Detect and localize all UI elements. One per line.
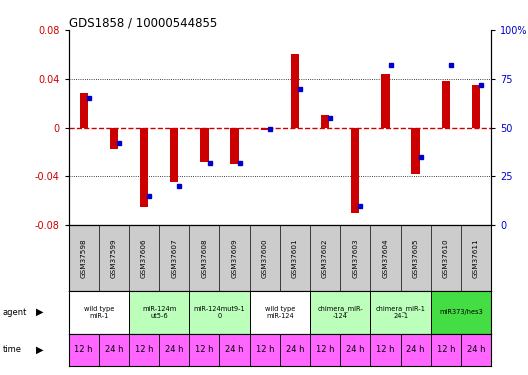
Text: GDS1858 / 10000544855: GDS1858 / 10000544855: [69, 17, 217, 30]
Bar: [411, 128, 420, 174]
Text: 24 h: 24 h: [225, 345, 244, 354]
Text: 12 h: 12 h: [376, 345, 395, 354]
Bar: [69, 291, 129, 334]
Bar: [291, 54, 299, 128]
Bar: [472, 85, 480, 128]
Bar: [190, 291, 250, 334]
Bar: [129, 291, 190, 334]
Bar: [461, 334, 491, 366]
Text: wild type
miR-124: wild type miR-124: [265, 306, 295, 319]
Bar: [129, 334, 159, 366]
Text: chimera_miR-
-124: chimera_miR- -124: [317, 305, 363, 319]
Text: 12 h: 12 h: [74, 345, 93, 354]
Text: miR-124m
ut5-6: miR-124m ut5-6: [142, 306, 176, 319]
Bar: [310, 334, 340, 366]
Bar: [280, 334, 310, 366]
Text: 24 h: 24 h: [165, 345, 184, 354]
Bar: [370, 291, 431, 334]
Bar: [200, 128, 209, 162]
Text: chimera_miR-1
24-1: chimera_miR-1 24-1: [375, 305, 426, 319]
Bar: [159, 334, 190, 366]
Bar: [381, 74, 390, 128]
Bar: [99, 334, 129, 366]
Text: 24 h: 24 h: [286, 345, 304, 354]
Text: GSM37603: GSM37603: [352, 238, 359, 278]
Bar: [250, 291, 310, 334]
Text: ▶: ▶: [36, 345, 43, 355]
Text: GSM37604: GSM37604: [382, 238, 389, 278]
Bar: [250, 334, 280, 366]
Text: 12 h: 12 h: [316, 345, 334, 354]
Text: GSM37601: GSM37601: [292, 238, 298, 278]
Text: GSM37600: GSM37600: [262, 238, 268, 278]
Bar: [140, 128, 148, 207]
Bar: [170, 128, 178, 182]
Bar: [401, 334, 431, 366]
Text: GSM37602: GSM37602: [322, 238, 328, 278]
Bar: [340, 334, 370, 366]
Bar: [431, 334, 461, 366]
Text: 24 h: 24 h: [407, 345, 425, 354]
Text: 24 h: 24 h: [346, 345, 364, 354]
Text: GSM37611: GSM37611: [473, 238, 479, 278]
Text: GSM37598: GSM37598: [81, 238, 87, 278]
Text: time: time: [3, 345, 22, 354]
Bar: [69, 334, 99, 366]
Text: GSM37607: GSM37607: [171, 238, 177, 278]
Text: miR373/hes3: miR373/hes3: [439, 309, 483, 315]
Bar: [310, 291, 370, 334]
Text: agent: agent: [3, 308, 27, 316]
Text: 24 h: 24 h: [105, 345, 123, 354]
Bar: [260, 128, 269, 130]
Bar: [370, 334, 401, 366]
Text: GSM37605: GSM37605: [412, 238, 419, 278]
Bar: [321, 116, 329, 128]
Bar: [230, 128, 239, 164]
Bar: [351, 128, 360, 213]
Text: 12 h: 12 h: [135, 345, 153, 354]
Text: miR-124mut9-1
0: miR-124mut9-1 0: [194, 306, 246, 319]
Bar: [441, 81, 450, 128]
Text: 12 h: 12 h: [256, 345, 274, 354]
Bar: [220, 334, 250, 366]
Bar: [190, 334, 220, 366]
Text: GSM37610: GSM37610: [443, 238, 449, 278]
Text: 12 h: 12 h: [437, 345, 455, 354]
Bar: [110, 128, 118, 149]
Text: wild type
miR-1: wild type miR-1: [83, 306, 114, 319]
Bar: [431, 291, 491, 334]
Text: 24 h: 24 h: [467, 345, 485, 354]
Text: ▶: ▶: [36, 307, 43, 317]
Text: GSM37609: GSM37609: [232, 238, 238, 278]
Text: 12 h: 12 h: [195, 345, 214, 354]
Bar: [80, 93, 88, 128]
Text: GSM37606: GSM37606: [141, 238, 147, 278]
Text: GSM37599: GSM37599: [111, 238, 117, 278]
Text: GSM37608: GSM37608: [201, 238, 208, 278]
